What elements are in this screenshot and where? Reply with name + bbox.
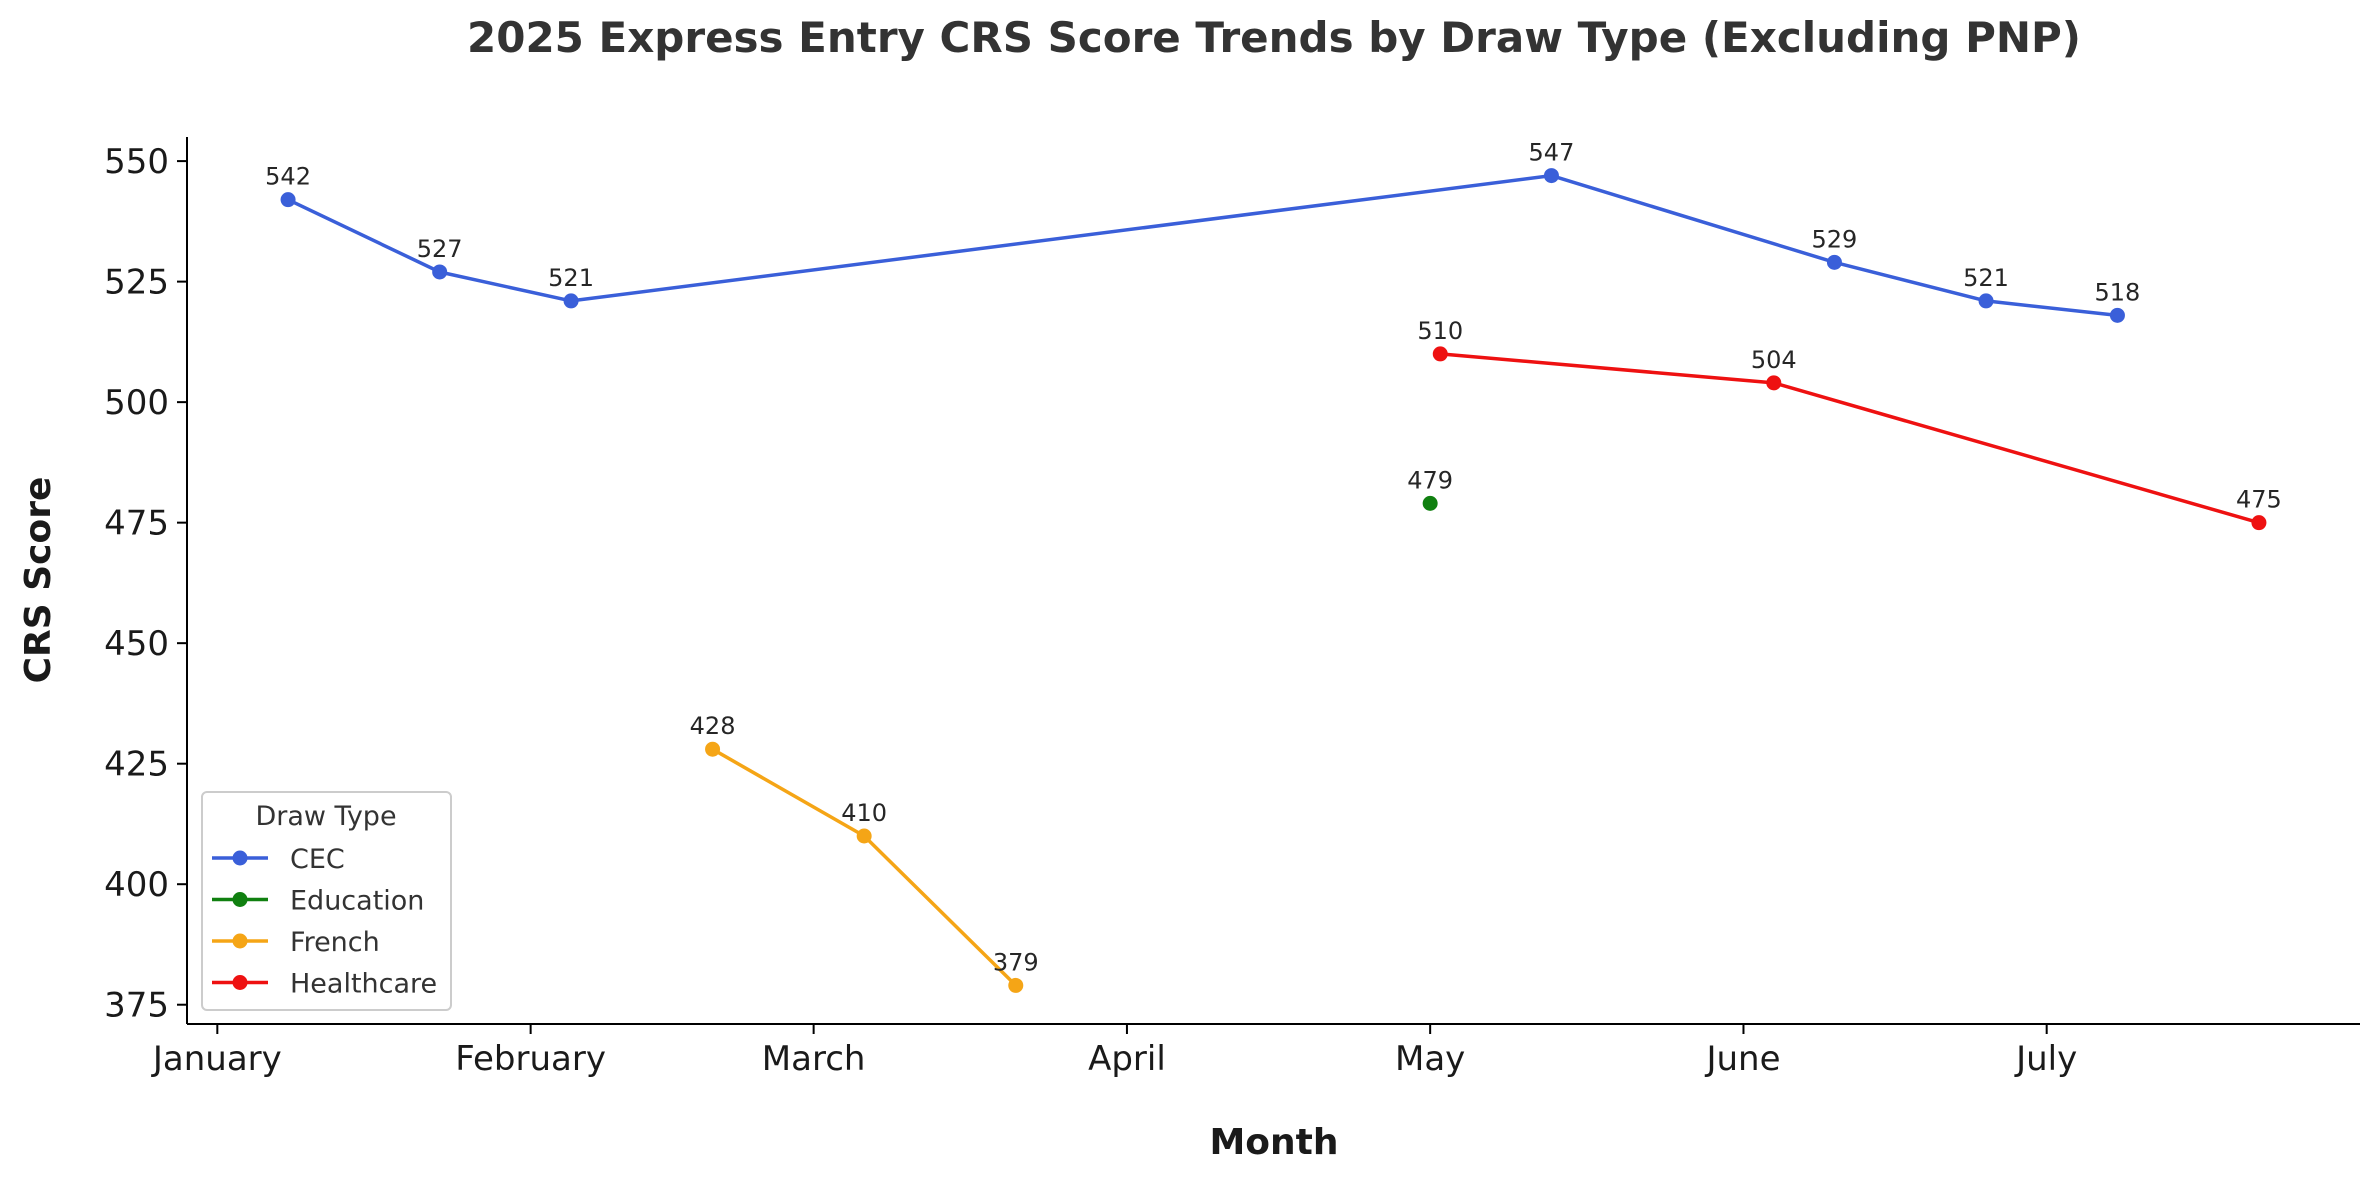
y-axis-ticks: 375 400 425 450 475 500 525 550 [104, 142, 187, 1026]
chart-title: 2025 Express Entry CRS Score Trends by D… [467, 13, 2081, 62]
data-point-cec [280, 192, 296, 208]
data-label-healthcare: 504 [1751, 346, 1797, 374]
series-line-french [711, 747, 1018, 987]
x-tick-label: March [762, 1039, 866, 1079]
series-education: 479 [1407, 466, 1453, 511]
data-point-cec [1978, 293, 1994, 309]
legend-frame [201, 791, 452, 1011]
x-axis-ticks: January February March April May June July [151, 1024, 2077, 1079]
y-tick-label: 525 [104, 263, 169, 303]
x-tick-label: May [1395, 1039, 1465, 1079]
legend-swatch-marker [232, 933, 248, 949]
x-tick-label: January [151, 1039, 282, 1079]
data-point-french [856, 828, 872, 844]
data-point-cec [432, 264, 448, 280]
data-point-healthcare [1766, 375, 1782, 391]
y-tick-label: 550 [104, 142, 169, 182]
data-label-cec: 542 [265, 163, 311, 191]
y-tick-label: 500 [104, 383, 169, 423]
data-point-education [1422, 495, 1438, 511]
legend-item-cec: CEC [212, 844, 345, 875]
legend-swatch-marker [232, 892, 248, 907]
data-label-cec: 521 [548, 264, 594, 292]
legend-item-education: Education [212, 886, 424, 917]
data-point-healthcare [2251, 515, 2267, 531]
legend-items: CEC Education French Healthcare [212, 844, 437, 1000]
x-axis-label: Month [1209, 1122, 1338, 1163]
data-label-healthcare: 510 [1417, 317, 1463, 345]
legend-item-french: French [212, 927, 380, 958]
x-tick-label: April [1088, 1039, 1166, 1079]
data-label-cec: 529 [1812, 225, 1858, 253]
data-point-cec [2109, 307, 2125, 323]
data-point-french [1008, 977, 1024, 993]
data-label-healthcare: 475 [2236, 486, 2282, 514]
y-tick-label: 450 [104, 624, 169, 664]
legend-label: CEC [290, 844, 345, 875]
series-french: 428 410 379 [690, 712, 1039, 993]
legend-item-healthcare: Healthcare [212, 969, 437, 1000]
data-point-cec [563, 293, 579, 309]
series-line-healthcare [1440, 352, 2260, 525]
y-axis-label: CRS Score [18, 477, 59, 684]
data-label-french: 428 [690, 712, 736, 740]
data-label-french: 379 [993, 948, 1039, 976]
x-tick-label: June [1704, 1039, 1780, 1079]
legend: Draw Type CEC Education French Healthcare [201, 791, 452, 1011]
y-tick-label: 425 [104, 745, 169, 785]
data-label-cec: 518 [2095, 278, 2141, 306]
data-point-cec [1826, 254, 1842, 270]
x-tick-label: February [455, 1039, 606, 1079]
series-healthcare: 510 504 475 [1417, 317, 2282, 531]
data-label-education: 479 [1407, 466, 1453, 494]
data-label-cec: 547 [1529, 139, 1575, 167]
legend-label: Education [290, 886, 424, 917]
legend-title: Draw Type [255, 801, 396, 832]
legend-swatch-marker [232, 975, 248, 990]
y-tick-label: 475 [104, 504, 169, 544]
data-point-french [705, 741, 721, 757]
plot-area: 375 400 425 450 475 500 525 550 January February… [104, 137, 2360, 1079]
y-tick-label: 400 [104, 865, 169, 905]
data-label-cec: 527 [417, 235, 463, 263]
legend-swatch-marker [232, 850, 248, 866]
data-label-cec: 521 [1963, 264, 2009, 292]
data-point-cec [1543, 168, 1559, 184]
series-cec: 542 527 521 547 529 521 518 [265, 139, 2140, 323]
legend-label: Healthcare [290, 969, 437, 1000]
legend-label: French [290, 927, 380, 958]
data-point-healthcare [1432, 346, 1448, 362]
y-tick-label: 375 [104, 986, 169, 1026]
x-tick-label: July [2014, 1039, 2077, 1079]
data-label-french: 410 [841, 799, 887, 827]
series-layer: 542 527 521 547 529 521 518 479 428 410 379 510 504 4… [265, 139, 2282, 993]
